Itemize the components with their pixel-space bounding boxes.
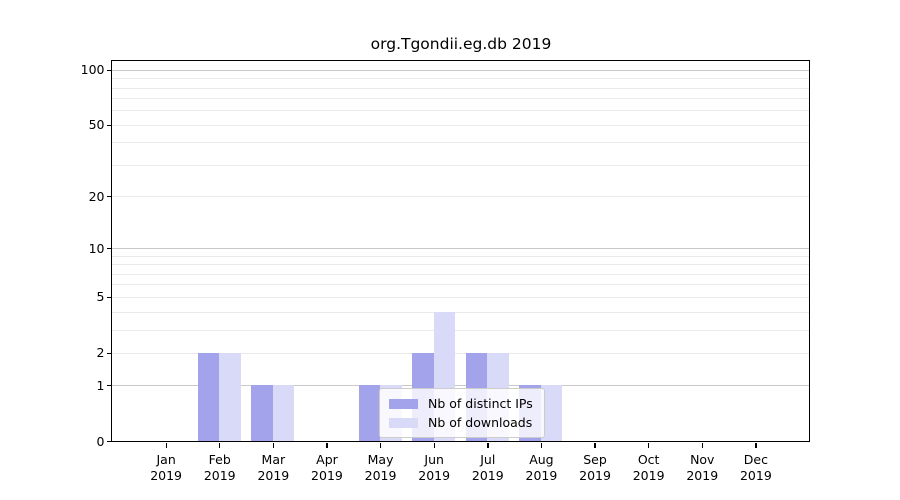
legend-label-distinct-ips: Nb of distinct IPs [428, 396, 533, 411]
bar-nb-of-downloads-mar [272, 385, 295, 441]
legend-entry-nb-of-downloads: Nb of downloads [389, 413, 536, 432]
x-tick-label-jul: Jul 2019 [471, 451, 504, 483]
y-tick-mark-50 [106, 124, 111, 126]
gridline-minor-5 [112, 296, 809, 298]
y-tick-label-2: 2 [96, 345, 105, 361]
gridline-minor-7 [112, 273, 809, 275]
legend: Nb of distinct IPs Nb of downloads [379, 388, 545, 438]
x-tick-label-dec: Dec 2019 [739, 451, 772, 483]
x-tick-label-jun: Jun 2019 [418, 451, 451, 483]
x-tick-label-apr: Apr 2019 [311, 451, 343, 483]
y-tick-label-100: 100 [80, 62, 105, 78]
gridline-minor-60 [112, 110, 809, 112]
legend-swatch-distinct-ips [389, 398, 418, 409]
y-tick-label-50: 50 [88, 117, 105, 133]
chart-title: org.Tgondii.eg.db 2019 [370, 35, 552, 53]
x-tick-label-sep: Sep 2019 [579, 451, 611, 483]
x-tick-label-nov: Nov 2019 [686, 451, 719, 483]
gridline-major-1 [112, 385, 809, 387]
x-tick-mark-may [379, 443, 382, 448]
y-tick-label-5: 5 [96, 289, 105, 305]
y-tick-mark-1 [106, 385, 111, 387]
x-tick-label-feb: Feb 2019 [203, 451, 236, 483]
x-tick-mark-apr [326, 443, 328, 448]
y-tick-mark-10 [106, 248, 111, 250]
x-tick-mark-nov [701, 443, 703, 448]
y-tick-label-1: 1 [96, 377, 105, 393]
x-tick-mark-oct [648, 443, 650, 448]
bar-nb-of-downloads-aug [540, 385, 563, 441]
gridline-minor-4 [112, 311, 809, 313]
gridline-minor-30 [112, 164, 809, 166]
gridline-minor-90 [112, 78, 809, 80]
y-tick-label-0: 0 [96, 433, 105, 449]
gridline-minor-2 [112, 352, 809, 354]
y-tick-mark-5 [106, 296, 111, 299]
gridline-minor-3 [112, 329, 809, 331]
legend-swatch-downloads [389, 417, 418, 428]
x-tick-label-oct: Oct 2019 [632, 451, 665, 483]
x-tick-mark-aug [540, 443, 543, 448]
bar-nb-of-downloads-feb [219, 352, 241, 441]
gridline-minor-50 [112, 124, 809, 126]
plot-area [111, 60, 810, 442]
gridline-minor-80 [112, 87, 809, 89]
y-tick-mark-20 [106, 196, 111, 198]
gridline-minor-20 [112, 196, 809, 198]
bar-nb-of-distinct-ips-mar [251, 385, 273, 441]
x-tick-label-mar: Mar 2019 [257, 451, 290, 483]
legend-label-downloads: Nb of downloads [428, 415, 533, 430]
gridline-minor-8 [112, 264, 809, 266]
y-tick-label-20: 20 [88, 188, 105, 204]
gridline-minor-6 [112, 284, 809, 286]
bar-nb-of-distinct-ips-may [358, 385, 381, 441]
bar-nb-of-distinct-ips-feb [197, 352, 220, 441]
legend-entry-nb-of-distinct-ips: Nb of distinct IPs [389, 394, 536, 413]
x-tick-label-jan: Jan 2019 [150, 451, 183, 483]
x-tick-mark-feb [219, 443, 221, 448]
y-tick-mark-2 [106, 352, 111, 354]
gridline-minor-9 [112, 255, 809, 257]
y-tick-mark-100 [106, 69, 111, 71]
x-tick-mark-dec [755, 443, 757, 448]
x-tick-mark-jan [165, 443, 167, 448]
gridline-minor-40 [112, 142, 809, 144]
gridline-minor-70 [112, 98, 809, 100]
y-tick-label-10: 10 [88, 240, 105, 256]
gridline-major-10 [112, 248, 809, 250]
x-tick-mark-jun [433, 443, 435, 448]
x-tick-label-aug: Aug 2019 [525, 451, 558, 483]
y-tick-mark-0 [106, 440, 111, 443]
x-tick-mark-jul [487, 443, 489, 448]
gridline-major-100 [112, 69, 809, 71]
x-tick-mark-mar [272, 443, 275, 448]
x-tick-label-may: May 2019 [364, 451, 397, 483]
x-tick-mark-sep [594, 443, 596, 448]
